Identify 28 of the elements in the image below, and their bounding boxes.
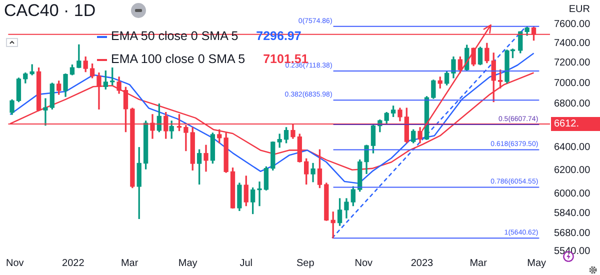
- x-tick-label: May: [527, 258, 546, 269]
- candlestick: [257, 182, 262, 206]
- y-tick-label: 7000.00: [554, 78, 591, 89]
- x-tick-label: Mar: [120, 258, 139, 269]
- y-tick-label: 6200.00: [554, 164, 591, 176]
- candlestick: [43, 98, 48, 126]
- y-tick-label: 6000.00: [554, 188, 591, 200]
- legend-label: EMA 100 close 0 SMA 5: [111, 52, 246, 66]
- y-tick-label: 5840.00: [554, 208, 591, 219]
- y-tick-label: 7400.00: [554, 38, 591, 49]
- x-tick-label: 2022: [62, 258, 85, 269]
- y-tick-label: 6400.00: [554, 142, 591, 154]
- x-tick-label: Sep: [296, 258, 315, 269]
- x-tick-label: Mar: [470, 258, 488, 269]
- y-tick-label: 6800.00: [554, 98, 591, 110]
- x-tick-label: Nov: [6, 258, 24, 269]
- x-tick-label: 2023: [410, 258, 434, 269]
- chart-title: CAC40 · 1D: [4, 1, 96, 21]
- x-tick-label: Jul: [240, 258, 253, 269]
- y-axis-title: EUR: [568, 4, 590, 15]
- y-tick-label: 7200.00: [554, 58, 591, 69]
- y-tick-label: 7600.00: [554, 18, 591, 30]
- candlestick: [277, 134, 282, 148]
- y-tick-label: 5540.00: [554, 246, 591, 257]
- x-tick-label: May: [178, 258, 198, 269]
- y-tick-label: 5680.00: [554, 228, 591, 239]
- x-tick-label: Nov: [354, 258, 373, 269]
- ref-line-label: 6612.: [554, 118, 580, 130]
